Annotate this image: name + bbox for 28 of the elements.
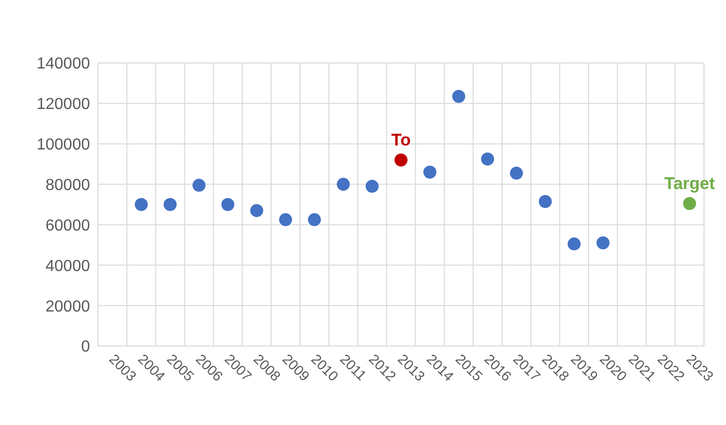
point: [336, 178, 350, 191]
point: [481, 152, 494, 166]
y-tick-label: 40000: [46, 258, 90, 275]
y-tick-label: 100000: [36, 136, 90, 154]
point: [683, 196, 696, 210]
point: [192, 178, 206, 192]
point: [452, 90, 466, 103]
series-label: Target: [664, 174, 716, 193]
point: [134, 198, 148, 211]
point: [279, 213, 292, 226]
point: [394, 154, 408, 167]
point: [164, 198, 177, 211]
point: [596, 236, 610, 250]
point: [250, 204, 264, 218]
y-tick-label: 120000: [36, 96, 90, 114]
y-tick-label: 0: [81, 338, 90, 356]
y-tick-label: 140000: [36, 56, 90, 73]
point: [510, 166, 523, 180]
point: [366, 180, 379, 193]
point: [538, 194, 552, 208]
y-tick-label: 60000: [46, 217, 90, 234]
series-label: To: [391, 130, 411, 150]
point: [423, 166, 436, 179]
point: [308, 213, 321, 226]
y-tick-label: 20000: [46, 298, 90, 316]
point: [568, 237, 581, 250]
point: [221, 198, 234, 211]
y-tick-label: 80000: [46, 176, 90, 194]
